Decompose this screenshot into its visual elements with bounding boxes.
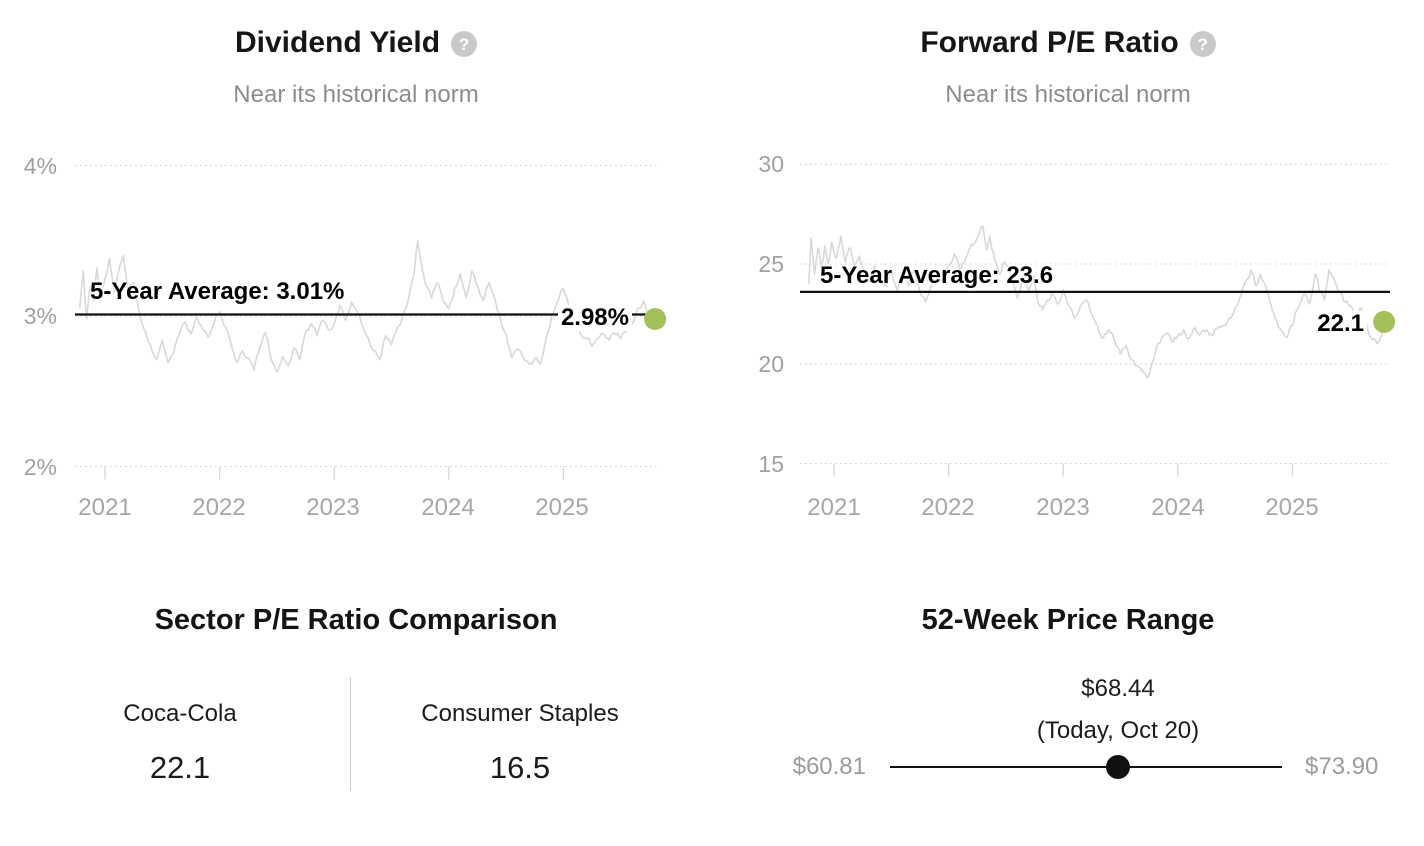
page-title: Dividend Yield [234,26,441,59]
x-axis-label: 2021 [807,494,861,521]
current-value-label: 2.98% [557,305,632,331]
chart-subtitle: Near its historical norm [233,81,479,108]
y-axis-label: 20 [758,351,784,377]
current-price-marker [1106,755,1130,779]
help-icon[interactable]: ? [1189,31,1216,57]
x-axis-label: 2023 [306,494,360,521]
forward-pe-header: Forward P/E Ratio ? [712,24,1424,62]
current-value-label: 22.1 [1314,311,1367,337]
forward-pe-plot [800,163,1396,477]
x-axis-label: 2025 [1265,494,1319,521]
y-axis-label: 30 [758,151,784,177]
y-axis-label: 2% [23,454,57,480]
average-annotation: 5-Year Average: 3.01% [90,278,345,305]
x-axis-label: 2021 [78,494,132,521]
x-axis-label: 2023 [1036,494,1090,521]
chart-subtitle: Near its historical norm [945,81,1191,108]
price-range-panel: 52-Week Price Range $68.44 (Today, Oct 2… [712,560,1424,846]
sector-pe-value: 16.5 [489,750,551,785]
column-divider [350,677,351,791]
sector-label: Consumer Staples [421,700,619,727]
section-title: Sector P/E Ratio Comparison [154,604,558,636]
sector-pe-comparison-panel: Sector P/E Ratio Comparison Coca-Cola 22… [0,560,712,846]
current-value-dot [644,308,667,330]
current-price-date: (Today, Oct 20) [1036,717,1200,744]
x-axis-label: 2022 [192,494,246,521]
price-range-track [890,766,1282,768]
current-price-label: $68.44 [1081,675,1155,702]
dividend-yield-header: Dividend Yield ? [0,24,712,62]
help-icon[interactable]: ? [451,31,478,57]
y-axis-label: 15 [758,451,784,477]
page-title: Forward P/E Ratio [920,26,1179,59]
company-label: Coca-Cola [123,700,237,727]
y-axis-label: 25 [758,251,784,277]
x-axis-label: 2024 [421,494,475,521]
current-value-dot [1373,310,1396,333]
average-annotation: 5-Year Average: 23.6 [820,262,1054,289]
range-high-label: $73.90 [1305,753,1379,780]
forward-pe-panel: Forward P/E Ratio ? Near its historical … [712,0,1424,560]
y-axis-label: 4% [23,153,57,179]
history-series-line [808,225,1385,379]
x-axis-label: 2025 [535,494,589,521]
y-axis-label: 3% [23,303,57,329]
history-series-line [79,240,656,373]
company-pe-value: 22.1 [149,750,211,785]
x-axis-label: 2024 [1151,494,1205,521]
dividend-yield-panel: Dividend Yield ? Near its historical nor… [0,0,712,560]
range-low-label: $60.81 [792,753,866,780]
section-title: 52-Week Price Range [921,604,1215,636]
x-axis-label: 2022 [921,494,975,521]
